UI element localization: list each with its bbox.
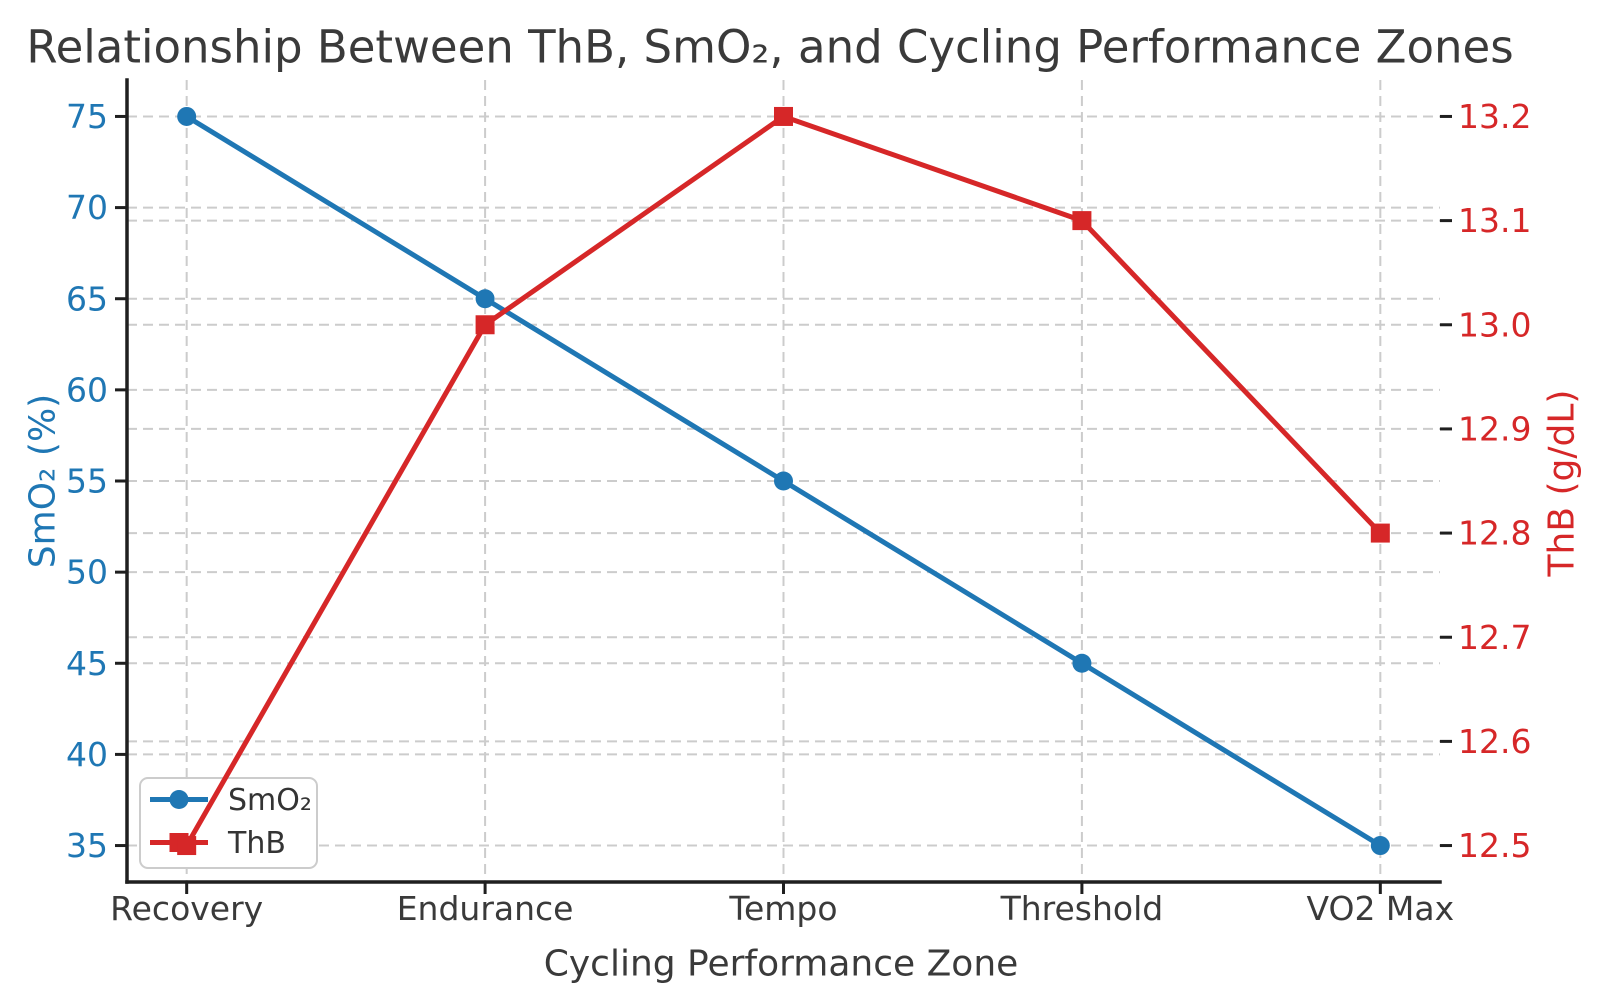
marker-ThB-VO2 Max <box>1370 523 1390 543</box>
right-tick-label-12.5: 12.5 <box>1458 826 1531 865</box>
marker-ThB-Endurance <box>475 315 495 335</box>
axes-layer: 75 70 65 60 55 50 45 40 35 13.2 13.1 13.0 12.9 12.8 12… <box>66 78 1531 928</box>
left-tick-label-65: 65 <box>66 279 108 318</box>
right-tick-label-12.8: 12.8 <box>1458 514 1531 553</box>
marker-SmO₂-Recovery <box>177 106 197 126</box>
series-layer <box>177 106 1390 856</box>
right-axis-label: ThB (g/dL) <box>1541 389 1583 577</box>
left-tick-label-50: 50 <box>66 553 108 592</box>
left-tick-label-55: 55 <box>66 462 108 501</box>
left-tick-label-60: 60 <box>66 370 108 409</box>
left-axis-label: SmO₂ (%) <box>22 393 64 569</box>
x-tick-label-VO2 Max: VO2 Max <box>1306 889 1454 928</box>
left-tick-label-45: 45 <box>66 644 108 683</box>
marker-SmO₂-Threshold <box>1072 653 1092 673</box>
legend-entry-smo2: SmO₂ <box>150 783 312 818</box>
x-tick-label-Tempo: Tempo <box>728 889 837 928</box>
legend-circle-marker-icon <box>169 790 189 809</box>
right-tick-label-13.1: 13.1 <box>1458 201 1531 240</box>
legend-entry-thb: ThB <box>150 826 286 861</box>
left-tick-label-70: 70 <box>66 188 108 227</box>
right-tick-label-12.6: 12.6 <box>1458 722 1531 761</box>
right-tick-label-12.7: 12.7 <box>1458 618 1531 657</box>
x-axis-label: Cycling Performance Zone <box>543 943 1019 985</box>
left-tick-label-35: 35 <box>66 826 108 865</box>
marker-SmO₂-Endurance <box>475 289 495 309</box>
left-tick-label-75: 75 <box>66 97 108 136</box>
marker-SmO₂-Tempo <box>774 471 793 491</box>
marker-ThB-Tempo <box>774 106 793 126</box>
marker-SmO₂-VO2 Max <box>1370 836 1390 856</box>
marker-ThB-Threshold <box>1072 211 1092 231</box>
legend: SmO₂ ThB <box>139 777 318 869</box>
marker-ThB-Recovery <box>177 836 197 856</box>
left-tick-label-40: 40 <box>66 735 108 774</box>
right-tick-label-13: 13.0 <box>1458 305 1531 344</box>
x-tick-label-Recovery: Recovery <box>110 889 263 928</box>
legend-label-thb: ThB <box>227 826 286 861</box>
x-tick-label-Threshold: Threshold <box>1000 889 1164 928</box>
legend-label-smo2: SmO₂ <box>228 783 312 818</box>
right-tick-label-13.2: 13.2 <box>1458 97 1531 136</box>
chart-title: Relationship Between ThB, SmO₂, and Cycl… <box>26 20 1514 74</box>
x-tick-label-Endurance: Endurance <box>397 889 574 928</box>
right-tick-label-12.9: 12.9 <box>1458 409 1531 448</box>
